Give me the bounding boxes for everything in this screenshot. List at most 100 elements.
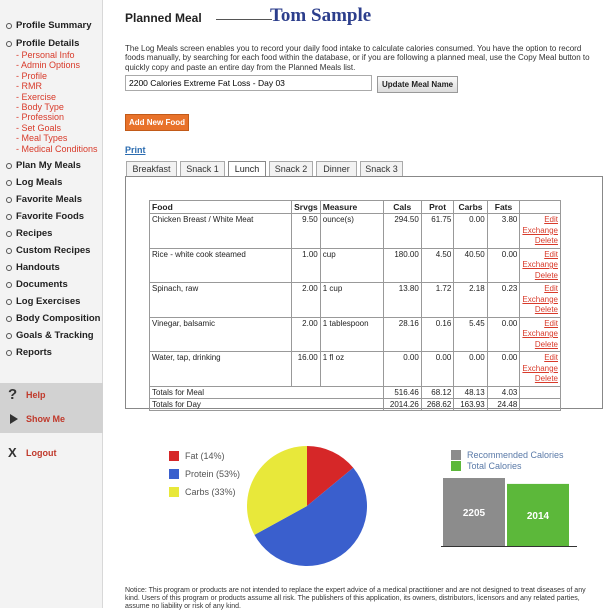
nav-recipes[interactable]: Recipes	[6, 228, 52, 239]
legend-fat: Fat (14%)	[169, 451, 225, 461]
fats-cell: 0.00	[486, 247, 521, 283]
logout-link[interactable]: Logout	[26, 448, 57, 458]
column-header	[519, 200, 561, 214]
sub-exercise[interactable]: - Exercise	[16, 91, 57, 102]
column-header: Food	[148, 200, 293, 214]
nav-profile-details[interactable]: Profile Details	[6, 38, 79, 49]
bar-1	[507, 483, 569, 546]
legend-recommended: Recommended Calories	[451, 450, 564, 460]
bar-0	[443, 478, 505, 546]
exchange-link[interactable]: Exchange	[522, 225, 558, 235]
nav-body-composition[interactable]: Body Composition	[6, 313, 100, 324]
tab-dinner[interactable]: Dinner	[316, 161, 357, 176]
nav-plan-my-meals[interactable]: Plan My Meals	[6, 160, 81, 171]
add-new-food-button[interactable]: Add New Food	[125, 114, 189, 131]
fats-cell: 0.00	[486, 351, 521, 387]
nav-favorite-foods[interactable]: Favorite Foods	[6, 211, 84, 222]
bullet-icon	[6, 179, 12, 186]
carbs-cell: 0.00	[453, 213, 488, 249]
meal-name-input[interactable]	[125, 75, 372, 91]
sidebar: Profile Summary Profile Details - Person…	[0, 0, 103, 608]
help-link[interactable]: Help	[26, 390, 46, 400]
edit-link[interactable]: Edit	[544, 284, 558, 293]
sub-set-goals[interactable]: - Set Goals	[16, 122, 62, 133]
sub-rmr[interactable]: - RMR	[16, 81, 42, 92]
cals-cell: 294.50	[382, 213, 422, 249]
bullet-icon	[6, 162, 12, 169]
nav-log-exercises[interactable]: Log Exercises	[6, 296, 80, 307]
nav-reports[interactable]: Reports	[6, 347, 52, 358]
column-header: Prot	[420, 200, 455, 214]
prot-cell: 61.75	[420, 213, 455, 249]
delete-link[interactable]: Delete	[534, 305, 558, 314]
exchange-link[interactable]: Exchange	[522, 260, 558, 269]
cals-cell: 0.00	[382, 351, 422, 387]
sub-body-type[interactable]: - Body Type	[16, 102, 64, 112]
edit-link[interactable]: Edit	[544, 318, 558, 328]
sub-medical-conditions[interactable]: - Medical Conditions	[16, 143, 98, 154]
servings-cell: 2.00	[291, 316, 321, 352]
prot-cell: 0.16	[420, 316, 455, 352]
prot-cell: 0.00	[420, 351, 455, 387]
sub-profession[interactable]: - Profession	[16, 112, 65, 123]
bar-value-label: 2205	[463, 508, 486, 519]
tab-snack-3[interactable]: Snack 3	[360, 161, 403, 176]
edit-link[interactable]: Edit	[544, 353, 558, 362]
delete-link[interactable]: Delete	[534, 270, 558, 280]
cals-cell: 180.00	[382, 247, 422, 283]
exchange-link[interactable]: Exchange	[522, 294, 558, 304]
nav-favorite-meals[interactable]: Favorite Meals	[6, 194, 82, 205]
main-content: Planned Meal Tom Sample The Log Meals sc…	[103, 0, 610, 610]
total-fats: 24.48	[486, 397, 521, 411]
nav-goals-tracking[interactable]: Goals & Tracking	[6, 330, 94, 341]
sub-admin-options[interactable]: - Admin Options	[16, 60, 81, 71]
row-actions: Edit Exchange Delete	[519, 351, 561, 387]
total-prot: 268.62	[420, 397, 455, 411]
food-cell: Vinegar, balsamic	[148, 316, 293, 352]
page-description: The Log Meals screen enables you to reco…	[125, 44, 590, 72]
bullet-icon	[6, 349, 12, 356]
show-me-link[interactable]: Show Me	[26, 414, 66, 424]
nav-profile-summary[interactable]: Profile Summary	[6, 20, 92, 31]
prot-cell: 4.50	[420, 247, 455, 283]
update-meal-name-button[interactable]: Update Meal Name	[377, 76, 459, 93]
exchange-link[interactable]: Exchange	[522, 329, 558, 338]
nav-custom-recipes[interactable]: Custom Recipes	[6, 245, 90, 256]
sub-meal-types[interactable]: - Meal Types	[16, 133, 68, 144]
delete-link[interactable]: Delete	[534, 236, 558, 245]
exchange-link[interactable]: Exchange	[522, 363, 558, 373]
pie-slice-1	[254, 467, 367, 566]
legend-swatch	[451, 450, 461, 460]
tab-lunch[interactable]: Lunch	[228, 161, 266, 177]
sub-personal-info[interactable]: - Personal Info	[16, 50, 75, 60]
tab-breakfast[interactable]: Breakfast	[126, 161, 177, 176]
carbs-cell: 0.00	[453, 351, 488, 387]
table-row: Spinach, raw 2.00 1 cup 13.80 1.72 2.18 …	[148, 282, 561, 318]
nav-handouts[interactable]: Handouts	[6, 262, 60, 273]
totals-label: Totals for Day	[149, 397, 384, 411]
tab-snack-1[interactable]: Snack 1	[180, 161, 225, 176]
total-cals: 2014.26	[382, 397, 422, 411]
edit-link[interactable]: Edit	[544, 215, 558, 224]
print-link[interactable]: Print	[125, 145, 146, 155]
tab-snack-2[interactable]: Snack 2	[269, 161, 313, 176]
help-panel	[0, 383, 103, 433]
delete-link[interactable]: Delete	[534, 374, 558, 383]
legend-swatch	[169, 451, 179, 461]
close-icon: X	[8, 445, 17, 460]
food-cell: Water, tap, drinking	[148, 351, 293, 387]
food-cell: Chicken Breast / White Meat	[148, 213, 293, 249]
carbs-cell: 5.45	[453, 316, 488, 352]
edit-link[interactable]: Edit	[544, 249, 558, 259]
total-prot: 68.12	[420, 385, 455, 399]
delete-link[interactable]: Delete	[534, 339, 558, 349]
bullet-icon	[6, 213, 12, 220]
nav-documents[interactable]: Documents	[6, 279, 68, 290]
legend-swatch	[169, 469, 179, 479]
bullet-icon	[6, 315, 12, 322]
column-header: Fats	[486, 200, 521, 214]
nav-log-meals[interactable]: Log Meals	[6, 177, 62, 188]
legend-protein: Protein (53%)	[169, 469, 240, 479]
total-cals: 516.46	[382, 385, 422, 399]
sub-profile[interactable]: - Profile	[16, 70, 48, 81]
